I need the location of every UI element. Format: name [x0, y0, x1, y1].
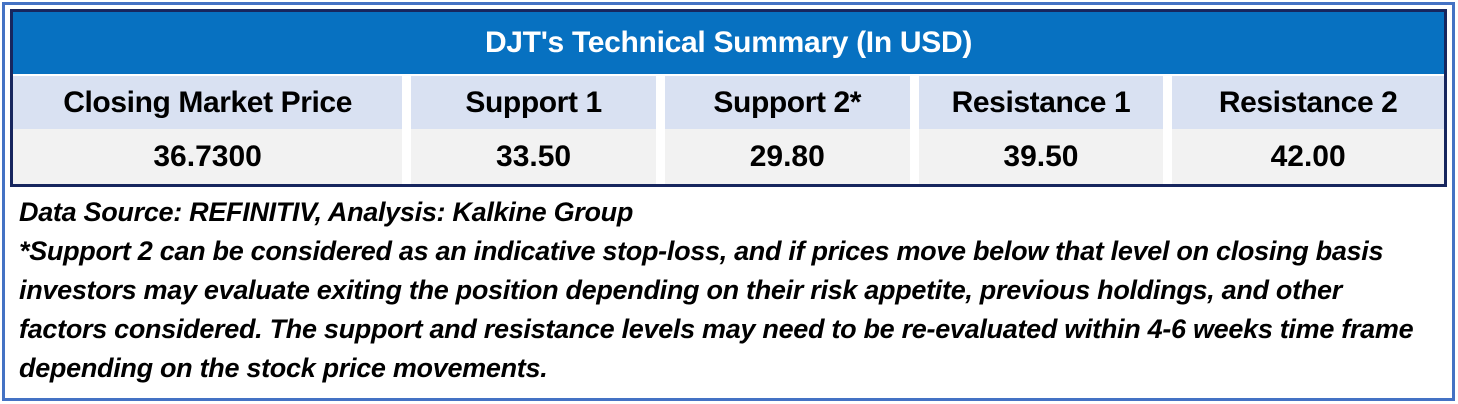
column-header-closing-market-price: Closing Market Price	[13, 76, 403, 129]
value-support-1: 33.50	[411, 129, 656, 184]
value-resistance-2: 42.00	[1172, 129, 1444, 184]
technical-summary-table: DJT's Technical Summary (In USD) Closing…	[10, 9, 1447, 187]
footnote-line-3: factors considered. The support and resi…	[19, 314, 1414, 344]
table-grid: Closing Market Price Support 1 Support 2…	[13, 74, 1444, 184]
column-header-resistance-2: Resistance 2	[1172, 76, 1444, 129]
value-support-2: 29.80	[664, 129, 910, 184]
column-header-support-2: Support 2*	[664, 76, 910, 129]
column-header-resistance-1: Resistance 1	[918, 76, 1164, 129]
value-closing-market-price: 36.7300	[13, 129, 403, 184]
column-header-support-1: Support 1	[411, 76, 656, 129]
table-title: DJT's Technical Summary (In USD)	[13, 12, 1444, 74]
value-resistance-1: 39.50	[918, 129, 1164, 184]
footnote-block: Data Source: REFINITIV, Analysis: Kalkin…	[10, 187, 1447, 388]
data-source-line: Data Source: REFINITIV, Analysis: Kalkin…	[19, 197, 634, 227]
footnote-line-2: investors may evaluate exiting the posit…	[19, 275, 1342, 305]
footnote-line-4: depending on the stock price movements.	[19, 353, 548, 383]
footnote-line-1: *Support 2 can be considered as an indic…	[19, 236, 1384, 266]
